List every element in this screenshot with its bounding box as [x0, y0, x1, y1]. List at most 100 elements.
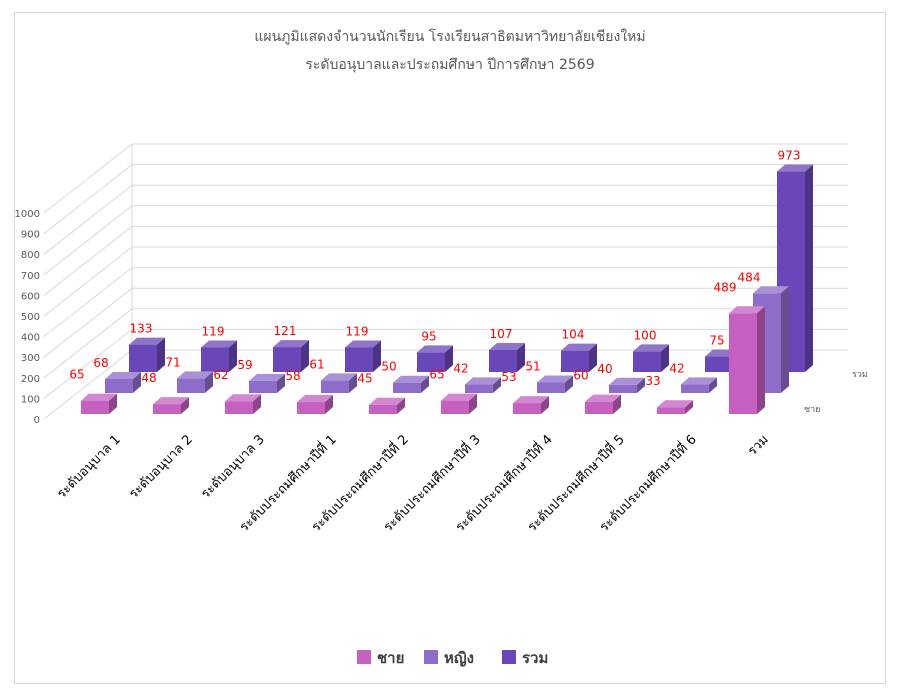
legend-label: หญิง [444, 649, 474, 667]
legend-label: รวม [522, 649, 548, 667]
data-label: 42 [453, 361, 468, 375]
data-label: 48 [141, 371, 156, 385]
gridline-depth [43, 349, 133, 420]
data-label: 65 [429, 368, 444, 382]
bar-s0-3 [297, 395, 333, 414]
data-label: 489 [714, 280, 737, 294]
gridline-depth [43, 329, 133, 399]
y-tick-label: 1000 [15, 209, 40, 220]
gridline-depth [43, 164, 133, 234]
legend-item-s0: ชาย [357, 649, 404, 667]
data-label: 40 [597, 362, 612, 376]
bar-s1-8 [681, 377, 717, 393]
data-label: 100 [634, 328, 657, 342]
y-tick-label: 100 [21, 394, 40, 405]
bar-s1-6 [537, 375, 573, 393]
data-label: 45 [357, 372, 372, 386]
bar-s2-0 [129, 337, 165, 372]
y-tick-label: 0 [34, 415, 40, 426]
data-label: 50 [381, 360, 396, 374]
bar-s0-6 [513, 396, 549, 414]
y-tick-label: 400 [21, 333, 40, 344]
chart-title: แผนภูมิแสดงจำนวนนักเรียน โรงเรียนสาธิตมห… [254, 28, 645, 45]
data-label: 133 [130, 322, 153, 336]
depth-label-male: ชาย [804, 405, 820, 415]
legend-swatch [357, 650, 371, 664]
bar-s2-6 [561, 343, 597, 372]
bar-s2-2 [273, 340, 309, 372]
chart-subtitle: ระดับอนุบาลและประถมศึกษา ปีการศึกษา 2569 [305, 57, 594, 73]
data-label: 65 [69, 368, 84, 382]
data-label: 119 [202, 324, 225, 338]
legend-item-s1: หญิง [424, 649, 474, 667]
data-label: 75 [709, 334, 724, 348]
bar-s0-0 [81, 393, 117, 414]
bar-s0-1 [153, 397, 189, 414]
gridline-depth [43, 308, 133, 379]
data-label: 484 [738, 270, 761, 284]
bar-s0-2 [225, 394, 261, 414]
y-tick-label: 200 [21, 374, 40, 385]
bar-s2-5 [489, 342, 525, 372]
data-label: 42 [669, 361, 684, 375]
data-label: 59 [237, 358, 252, 372]
data-label: 62 [213, 368, 228, 382]
y-tick-label: 900 [21, 230, 40, 241]
bar-s0-8 [657, 400, 693, 414]
gridline-depth [43, 184, 133, 255]
bar-s0-4 [369, 397, 405, 414]
data-label: 973 [778, 149, 801, 163]
bar-s2-1 [201, 340, 237, 372]
bar-s0-9 [729, 306, 765, 414]
y-tick-label: 600 [21, 291, 40, 302]
gridline-depth [43, 143, 133, 214]
bar-s1-7 [609, 377, 645, 393]
bar-s1-1 [177, 371, 213, 393]
grid-layer: 0 100 200 300 400 500 600 700 800 900 1000 [15, 143, 848, 426]
x-tick-label: รวม [745, 432, 772, 459]
bar-s1-0 [105, 371, 141, 393]
gridline-depth [43, 287, 133, 358]
gridline-depth [43, 205, 133, 276]
gridline-depth [43, 267, 133, 337]
legend: ชาย หญิง รวม [357, 649, 548, 667]
data-label: 61 [309, 357, 324, 371]
data-label: 104 [562, 328, 585, 342]
legend-label: ชาย [377, 649, 404, 667]
data-label: 71 [165, 355, 180, 369]
gridline-depth [43, 226, 133, 296]
legend-item-s2: รวม [502, 649, 548, 667]
bar-s2-7 [633, 344, 669, 372]
y-tick-label: 500 [21, 312, 40, 323]
x-tick-label: ระดับอนุบาล 3 [198, 432, 267, 501]
bar-s1-3 [321, 373, 357, 393]
y-tick-label: 300 [21, 353, 40, 364]
data-label: 53 [501, 370, 516, 384]
data-label: 107 [490, 327, 513, 341]
depth-label-total: รวม [852, 370, 868, 380]
bar-s0-5 [441, 393, 477, 414]
bar-s2-4 [417, 345, 453, 372]
gridline-depth [43, 246, 133, 317]
x-tick-label: ระดับอนุบาล 2 [126, 432, 195, 501]
legend-swatch [424, 650, 438, 664]
data-label: 68 [93, 356, 108, 370]
bar-s1-4 [393, 375, 429, 393]
y-tick-label: 800 [21, 250, 40, 261]
bars-layer [81, 164, 813, 414]
y-tick-label: 700 [21, 271, 40, 282]
data-label: 58 [285, 369, 300, 383]
bar-s1-2 [249, 373, 285, 393]
data-label: 51 [525, 359, 540, 373]
legend-swatch [502, 650, 516, 664]
data-label: 33 [645, 374, 660, 388]
bar-s0-7 [585, 394, 621, 414]
data-label: 121 [274, 324, 297, 338]
bar-s2-3 [345, 340, 381, 372]
bar-s1-5 [465, 377, 501, 393]
data-label: 119 [346, 324, 369, 338]
data-label: 60 [573, 369, 588, 383]
data-label: 95 [421, 329, 436, 343]
x-tick-label: ระดับอนุบาล 1 [54, 432, 123, 501]
